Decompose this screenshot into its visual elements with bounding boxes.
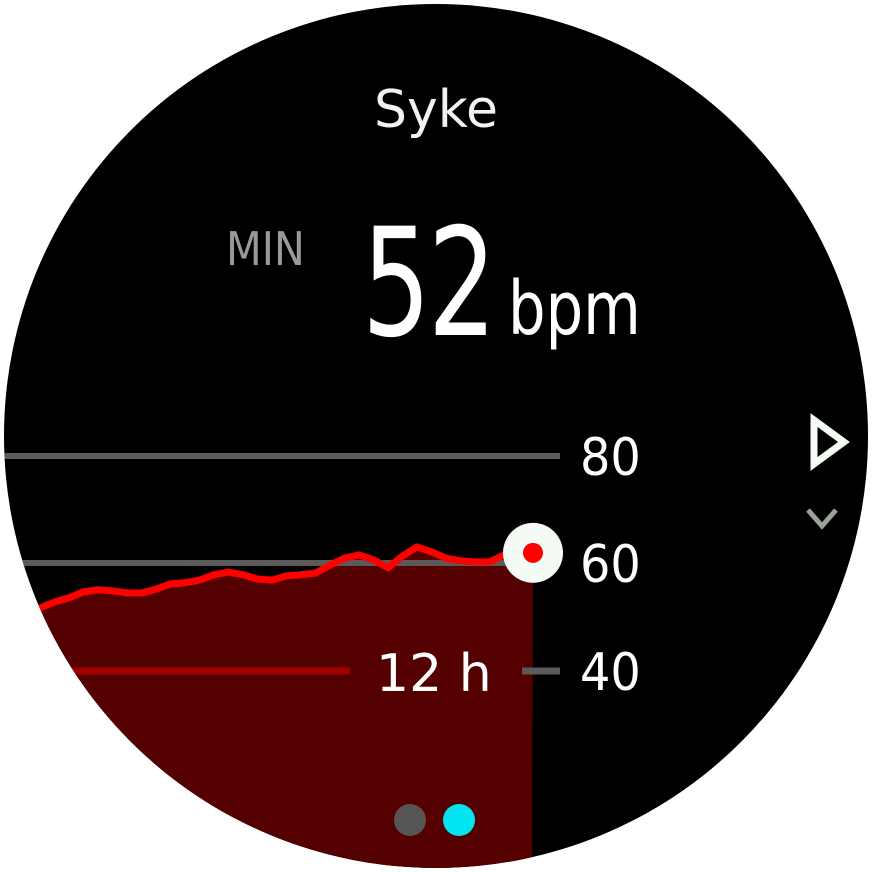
watch-screen: Syke MIN 52 bpm 80 60 40 12 h (4, 4, 868, 868)
page-dot-2-active[interactable] (443, 804, 475, 836)
y-tick-80: 80 (580, 428, 641, 488)
y-tick-40: 40 (580, 643, 641, 703)
current-point-dot (523, 542, 543, 563)
y-tick-60: 60 (580, 535, 641, 595)
heart-rate-chart (4, 453, 563, 868)
summary-label: MIN (226, 222, 305, 276)
hr-area-fill (40, 546, 533, 868)
summary-value: 52 (362, 197, 497, 371)
summary-unit: bpm (508, 266, 641, 352)
time-span-label: 12 h (376, 644, 492, 704)
triangle-right-icon[interactable] (804, 412, 854, 472)
page-dot-1[interactable] (394, 804, 426, 836)
chevron-down-icon[interactable] (804, 504, 848, 534)
page-title: Syke (373, 80, 499, 140)
